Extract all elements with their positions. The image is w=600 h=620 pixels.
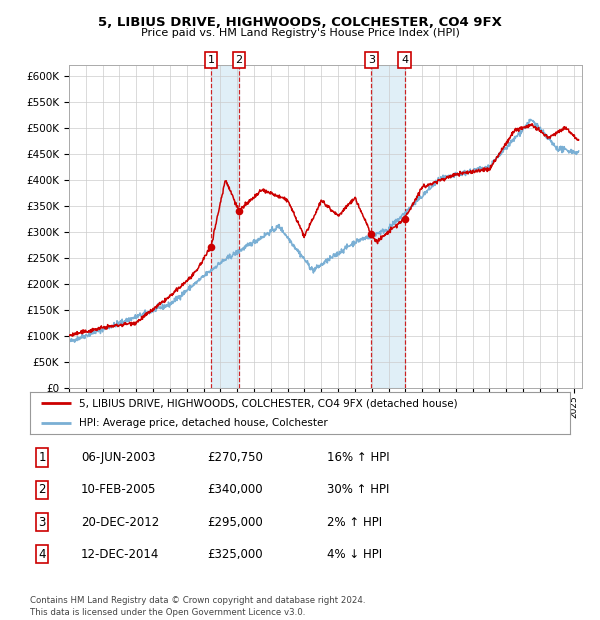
Text: 3: 3: [38, 516, 46, 528]
Bar: [211, 65, 239, 388]
Text: 4% ↓ HPI: 4% ↓ HPI: [327, 548, 382, 560]
Text: 1: 1: [38, 451, 46, 464]
Text: 5, LIBIUS DRIVE, HIGHWOODS, COLCHESTER, CO4 9FX: 5, LIBIUS DRIVE, HIGHWOODS, COLCHESTER, …: [98, 16, 502, 29]
Text: 4: 4: [38, 548, 46, 560]
Text: 16% ↑ HPI: 16% ↑ HPI: [327, 451, 389, 464]
Text: 10-FEB-2005: 10-FEB-2005: [81, 484, 157, 496]
Text: £340,000: £340,000: [207, 484, 263, 496]
Text: Contains HM Land Registry data © Crown copyright and database right 2024.
This d: Contains HM Land Registry data © Crown c…: [30, 596, 365, 617]
Text: 2% ↑ HPI: 2% ↑ HPI: [327, 516, 382, 528]
Text: Price paid vs. HM Land Registry's House Price Index (HPI): Price paid vs. HM Land Registry's House …: [140, 28, 460, 38]
Text: 20-DEC-2012: 20-DEC-2012: [81, 516, 159, 528]
Text: £325,000: £325,000: [207, 548, 263, 560]
Text: 4: 4: [401, 55, 408, 65]
Text: £295,000: £295,000: [207, 516, 263, 528]
Text: 06-JUN-2003: 06-JUN-2003: [81, 451, 155, 464]
Text: 12-DEC-2014: 12-DEC-2014: [81, 548, 160, 560]
Text: 3: 3: [368, 55, 375, 65]
Text: 30% ↑ HPI: 30% ↑ HPI: [327, 484, 389, 496]
Text: 2: 2: [235, 55, 242, 65]
Text: 2: 2: [38, 484, 46, 496]
Text: 5, LIBIUS DRIVE, HIGHWOODS, COLCHESTER, CO4 9FX (detached house): 5, LIBIUS DRIVE, HIGHWOODS, COLCHESTER, …: [79, 398, 457, 408]
Text: £270,750: £270,750: [207, 451, 263, 464]
Text: HPI: Average price, detached house, Colchester: HPI: Average price, detached house, Colc…: [79, 418, 328, 428]
Text: 1: 1: [208, 55, 214, 65]
Bar: [371, 65, 404, 388]
